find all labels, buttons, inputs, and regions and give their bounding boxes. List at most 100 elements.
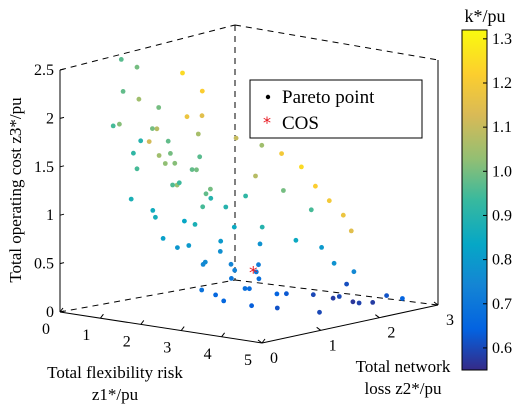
y-axis-line <box>261 304 439 344</box>
pareto-point <box>200 204 206 210</box>
x-tick-mark <box>140 320 145 325</box>
pareto-point <box>170 182 176 188</box>
pareto-point <box>182 218 187 224</box>
pareto-point <box>176 180 182 186</box>
pareto-point <box>134 64 140 70</box>
y-tick-label: 2 <box>387 325 395 342</box>
y-tick-mark <box>433 301 439 306</box>
x-axis-ticks: 0 1 2 3 4 5 <box>42 307 266 369</box>
legend-cos-marker: * <box>263 113 271 132</box>
pareto-point <box>156 105 162 110</box>
pareto-point <box>150 208 156 213</box>
x-tick-label: 2 <box>123 333 131 350</box>
colorbar-tick-label: 0.9 <box>492 207 512 224</box>
y-tick-mark <box>257 339 263 344</box>
colorbar-title: k*/pu <box>464 6 505 26</box>
pareto-point <box>197 154 203 160</box>
pareto-point <box>186 243 192 248</box>
z-axis-ticks: 0 0.5 1 1.5 2 2.5 <box>34 62 65 321</box>
legend-cos-label: COS <box>282 113 319 134</box>
x-axis-label-line2: z1*/pu <box>92 385 139 404</box>
z-tick-mark <box>59 68 65 71</box>
pareto-point <box>200 262 206 267</box>
pareto-point <box>168 151 173 156</box>
z-tick-label: 2 <box>46 110 54 127</box>
pareto-point <box>192 222 198 227</box>
pareto-point <box>172 160 178 166</box>
pareto-point <box>195 131 201 137</box>
pareto-point <box>370 300 376 305</box>
y-axis-ticks: 0 1 2 3 <box>257 301 454 367</box>
pareto-point <box>299 164 304 170</box>
colorbar-gradient <box>461 29 488 371</box>
pareto-point <box>189 167 195 173</box>
colorbar-tick-label: 1.1 <box>492 119 512 136</box>
pareto-point <box>350 299 356 305</box>
pareto-point <box>256 262 261 268</box>
pareto-point <box>253 269 259 275</box>
pareto-point <box>221 298 227 304</box>
pareto-point <box>231 224 237 230</box>
z-tick-mark <box>59 262 65 265</box>
colorbar-tick-label: 1.0 <box>492 163 512 180</box>
y-tick-label: 0 <box>270 350 278 367</box>
pareto-point <box>208 186 213 192</box>
x-tick-label: 3 <box>163 340 171 357</box>
pareto-point <box>203 191 209 197</box>
z-tick-label: 2.5 <box>34 62 54 79</box>
x-tick-mark <box>59 307 64 313</box>
pareto-point <box>150 126 155 131</box>
x-tick-mark <box>221 332 226 338</box>
pareto-point <box>229 276 234 281</box>
x-tick-label: 0 <box>42 321 50 338</box>
pareto-point <box>348 228 354 234</box>
pareto-point <box>257 241 263 247</box>
pareto-point <box>279 151 284 157</box>
pareto-point <box>331 260 337 266</box>
back-floor-edge-left <box>59 279 236 313</box>
pareto-point <box>199 113 205 119</box>
pareto-point <box>242 286 248 291</box>
pareto-point <box>184 114 190 120</box>
pareto-point <box>153 214 158 220</box>
x-axis-line <box>59 311 263 344</box>
colorbar-tick-label: 0.7 <box>492 296 512 313</box>
pareto-point <box>223 204 229 210</box>
pareto-point <box>117 121 122 127</box>
colorbar-ticks: 0.6 0.7 0.8 0.9 1.0 1.1 1.2 1.3 <box>483 31 512 357</box>
pareto-point <box>344 281 349 287</box>
z-tick-label: 0.5 <box>34 256 54 273</box>
pareto-point <box>317 309 322 315</box>
x-axis-label-line1: Total flexibility risk <box>47 363 183 382</box>
colorbar-tick-label: 1.2 <box>492 75 512 92</box>
z-tick-mark <box>59 213 65 216</box>
pareto-point <box>134 166 140 172</box>
pareto-point <box>233 135 239 141</box>
pareto-point <box>274 305 280 311</box>
x-tick-mark <box>261 338 266 344</box>
y-tick-mark <box>375 314 380 319</box>
back-floor-edge-right <box>234 279 439 306</box>
pareto-point <box>330 295 336 301</box>
pareto-point <box>162 161 168 166</box>
pareto-point <box>259 224 265 230</box>
pareto-point <box>213 292 219 298</box>
x-tick-mark <box>100 313 104 319</box>
cos-point: * <box>249 263 258 283</box>
pareto-point <box>217 249 223 254</box>
back-top-edge-left <box>59 24 236 71</box>
axes-frame <box>59 24 439 344</box>
pareto-point <box>319 245 324 250</box>
y-axis-label-line1: Total network <box>356 357 451 376</box>
pareto-point <box>131 150 136 156</box>
pareto-point <box>138 138 144 144</box>
pareto-point <box>118 57 124 62</box>
pareto-point <box>180 70 185 76</box>
colorbar-tick-label: 0.8 <box>492 252 512 269</box>
pareto-point <box>208 195 214 201</box>
pareto-point <box>175 245 180 251</box>
pareto-point <box>308 207 314 213</box>
pareto-point <box>253 173 258 179</box>
pareto-point <box>340 212 346 218</box>
pareto-point <box>128 196 134 202</box>
